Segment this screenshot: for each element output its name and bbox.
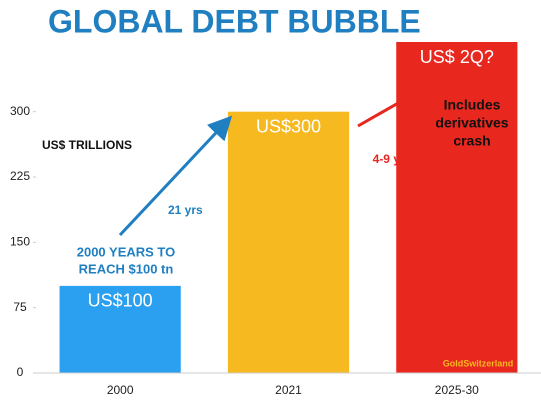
y-tick-label: 225 — [10, 169, 30, 183]
y-tick-label: 0 — [17, 365, 24, 379]
bar — [59, 285, 181, 373]
y-tick-label: 75 — [13, 300, 27, 314]
annotation: derivatives — [435, 115, 508, 131]
value-label: US$ 2Q? — [420, 47, 494, 67]
bar — [227, 111, 350, 374]
annotation: REACH $100 tn — [79, 261, 174, 276]
x-tick-label: 2025-30 — [435, 383, 479, 397]
arrow — [357, 83, 434, 128]
unit-label: US$ TRILLIONS — [42, 138, 132, 152]
annotation: 21 yrs — [168, 203, 203, 217]
annotation: crash — [453, 133, 490, 149]
value-label: US$300 — [256, 116, 321, 136]
x-tick-label: 2021 — [275, 383, 302, 397]
annotation: 4-9 yrs — [373, 152, 412, 166]
value-label: US$100 — [88, 291, 153, 311]
source: GoldSwitzerland — [443, 358, 514, 368]
y-tick-label: 150 — [10, 235, 30, 249]
arrow — [118, 115, 233, 237]
chart-title: GLOBAL DEBT BUBBLE — [48, 3, 421, 39]
x-tick-label: 2000 — [107, 383, 134, 397]
annotation: Includes — [444, 97, 501, 113]
annotation: 2000 YEARS TO — [77, 244, 176, 259]
y-tick-label: 300 — [10, 104, 30, 118]
